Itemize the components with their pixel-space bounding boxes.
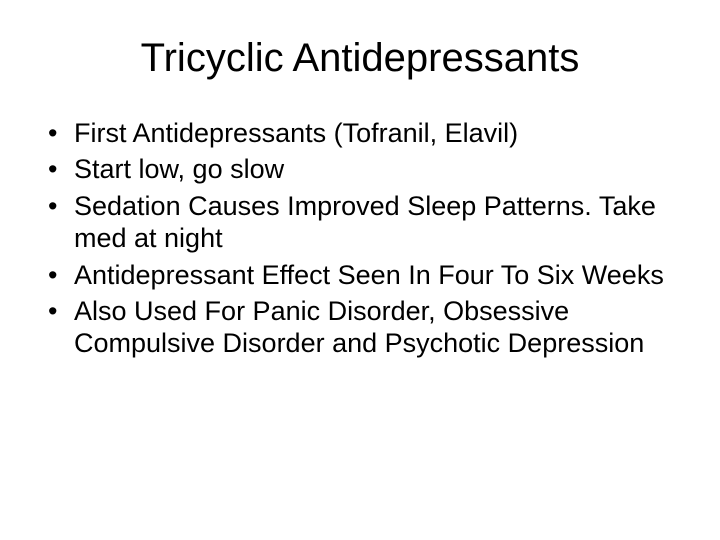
list-item: Also Used For Panic Disorder, Obsessive …: [44, 295, 680, 360]
list-item: Antidepressant Effect Seen In Four To Si…: [44, 259, 680, 291]
list-item: First Antidepressants (Tofranil, Elavil): [44, 117, 680, 149]
list-item: Sedation Causes Improved Sleep Patterns.…: [44, 190, 680, 255]
slide: Tricyclic Antidepressants First Antidepr…: [0, 0, 720, 540]
bullet-list: First Antidepressants (Tofranil, Elavil)…: [40, 117, 680, 360]
slide-title: Tricyclic Antidepressants: [40, 36, 680, 81]
list-item: Start low, go slow: [44, 153, 680, 185]
